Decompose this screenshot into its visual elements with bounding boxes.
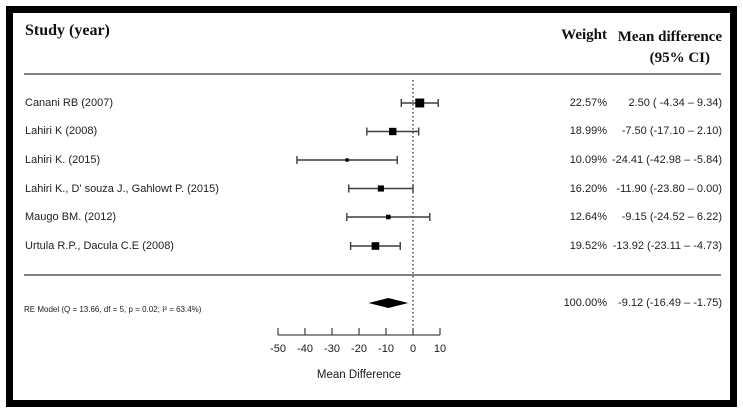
study-row: Lahiri K., D' souza J., Gahlowt P. (2015… bbox=[0, 180, 743, 198]
weight-value: 18.99% bbox=[569, 125, 607, 137]
x-tick-label: 0 bbox=[410, 343, 416, 355]
ci-value: -7.50 (-17.10 – 2.10) bbox=[621, 125, 722, 137]
study-row: Canani RB (2007) 22.57% 2.50 ( -4.34 – 9… bbox=[0, 94, 743, 112]
column-header-md-line2: (95% CI) bbox=[649, 50, 710, 66]
summary-ci-value: -9.12 (-16.49 – -1.75) bbox=[618, 297, 722, 309]
study-label: Urtula R.P., Dacula C.E (2008) bbox=[25, 240, 174, 252]
study-row: Urtula R.P., Dacula C.E (2008) 19.52% -1… bbox=[0, 237, 743, 255]
weight-value: 22.57% bbox=[569, 97, 607, 109]
x-tick-label: -40 bbox=[297, 343, 313, 355]
study-label: Lahiri K., D' souza J., Gahlowt P. (2015… bbox=[25, 183, 219, 195]
ci-value: -13.92 (-23.11 – -4.73) bbox=[612, 240, 722, 252]
column-header-weight: Weight bbox=[561, 27, 607, 43]
study-row: Lahiri K. (2015) 10.09% -24.41 (-42.98 –… bbox=[0, 151, 743, 169]
study-label: Lahiri K. (2015) bbox=[25, 154, 101, 166]
study-row: Maugo BM. (2012) 12.64% -9.15 (-24.52 – … bbox=[0, 208, 743, 226]
column-header-mean-difference: Mean difference (95% CI) bbox=[582, 27, 722, 69]
x-tick-label: -50 bbox=[270, 343, 286, 355]
x-tick-label: -30 bbox=[324, 343, 340, 355]
study-label: Canani RB (2007) bbox=[25, 97, 114, 109]
x-tick-label: -20 bbox=[351, 343, 367, 355]
column-header-md-line1: Mean difference bbox=[617, 29, 722, 45]
re-model-label: RE Model (Q = 13.66, df = 5, p = 0.02; I… bbox=[24, 305, 202, 314]
ci-value: 2.50 ( -4.34 – 9.34) bbox=[628, 97, 722, 109]
study-label: Maugo BM. (2012) bbox=[25, 211, 117, 223]
weight-value: 12.64% bbox=[569, 211, 607, 223]
summary-separator-line bbox=[24, 274, 721, 276]
weight-value: 10.09% bbox=[569, 154, 607, 166]
column-header-study: Study (year) bbox=[25, 22, 110, 39]
x-tick-label: 10 bbox=[434, 343, 446, 355]
ci-value: -9.15 (-24.52 – 6.22) bbox=[621, 211, 722, 223]
x-axis-title: Mean Difference bbox=[317, 369, 401, 381]
study-label: Lahiri K (2008) bbox=[25, 125, 98, 137]
x-tick-label: -10 bbox=[378, 343, 394, 355]
summary-weight-value: 100.00% bbox=[563, 297, 607, 309]
header-separator-line bbox=[24, 73, 721, 75]
weight-value: 19.52% bbox=[569, 240, 607, 252]
summary-row: 100.00% -9.12 (-16.49 – -1.75) bbox=[0, 294, 743, 312]
ci-value: -24.41 (-42.98 – -5.84) bbox=[611, 154, 722, 166]
weight-value: 16.20% bbox=[569, 183, 607, 195]
ci-value: -11.90 (-23.80 – 0.00) bbox=[616, 183, 722, 195]
study-row: Lahiri K (2008) 18.99% -7.50 (-17.10 – 2… bbox=[0, 122, 743, 140]
